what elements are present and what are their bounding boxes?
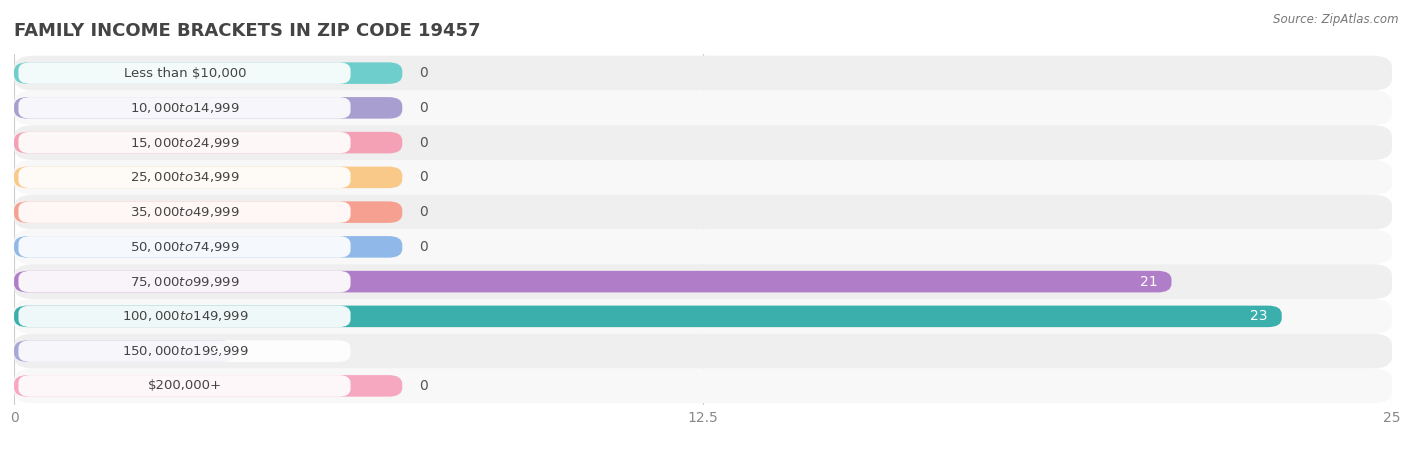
FancyBboxPatch shape [14, 334, 1392, 369]
FancyBboxPatch shape [14, 90, 1392, 125]
FancyBboxPatch shape [18, 236, 350, 258]
FancyBboxPatch shape [14, 306, 1282, 327]
Text: $25,000 to $34,999: $25,000 to $34,999 [131, 171, 240, 184]
Text: $75,000 to $99,999: $75,000 to $99,999 [131, 274, 240, 288]
FancyBboxPatch shape [14, 271, 1171, 292]
FancyBboxPatch shape [14, 299, 1392, 334]
FancyBboxPatch shape [14, 125, 1392, 160]
FancyBboxPatch shape [14, 160, 1392, 195]
Text: $200,000+: $200,000+ [148, 379, 222, 392]
FancyBboxPatch shape [18, 375, 350, 396]
FancyBboxPatch shape [18, 166, 350, 188]
FancyBboxPatch shape [14, 195, 1392, 230]
Text: $10,000 to $14,999: $10,000 to $14,999 [131, 101, 240, 115]
FancyBboxPatch shape [18, 97, 350, 119]
FancyBboxPatch shape [18, 271, 350, 292]
Text: $35,000 to $49,999: $35,000 to $49,999 [131, 205, 240, 219]
Text: 4: 4 [212, 344, 221, 358]
Text: 0: 0 [419, 66, 427, 80]
Text: FAMILY INCOME BRACKETS IN ZIP CODE 19457: FAMILY INCOME BRACKETS IN ZIP CODE 19457 [14, 22, 481, 40]
FancyBboxPatch shape [14, 201, 402, 223]
FancyBboxPatch shape [18, 132, 350, 153]
Text: Less than $10,000: Less than $10,000 [124, 67, 246, 80]
FancyBboxPatch shape [14, 166, 402, 188]
FancyBboxPatch shape [14, 230, 1392, 264]
FancyBboxPatch shape [14, 375, 402, 396]
Text: $50,000 to $74,999: $50,000 to $74,999 [131, 240, 240, 254]
Text: 0: 0 [419, 101, 427, 115]
Text: 23: 23 [1250, 310, 1268, 324]
FancyBboxPatch shape [14, 264, 1392, 299]
FancyBboxPatch shape [14, 56, 1392, 90]
Text: 21: 21 [1140, 274, 1157, 288]
Text: 0: 0 [419, 205, 427, 219]
FancyBboxPatch shape [18, 63, 350, 84]
FancyBboxPatch shape [14, 132, 402, 153]
FancyBboxPatch shape [18, 340, 350, 362]
Text: Source: ZipAtlas.com: Source: ZipAtlas.com [1274, 14, 1399, 27]
Text: 0: 0 [419, 240, 427, 254]
FancyBboxPatch shape [14, 369, 1392, 403]
FancyBboxPatch shape [14, 340, 235, 362]
FancyBboxPatch shape [14, 97, 402, 119]
Text: 0: 0 [419, 171, 427, 184]
FancyBboxPatch shape [14, 63, 402, 84]
Text: $100,000 to $149,999: $100,000 to $149,999 [122, 310, 249, 324]
Text: 0: 0 [419, 135, 427, 149]
FancyBboxPatch shape [18, 201, 350, 223]
FancyBboxPatch shape [14, 236, 402, 258]
FancyBboxPatch shape [18, 306, 350, 327]
Text: 0: 0 [419, 379, 427, 393]
Text: $150,000 to $199,999: $150,000 to $199,999 [122, 344, 249, 358]
Text: $15,000 to $24,999: $15,000 to $24,999 [131, 135, 240, 149]
